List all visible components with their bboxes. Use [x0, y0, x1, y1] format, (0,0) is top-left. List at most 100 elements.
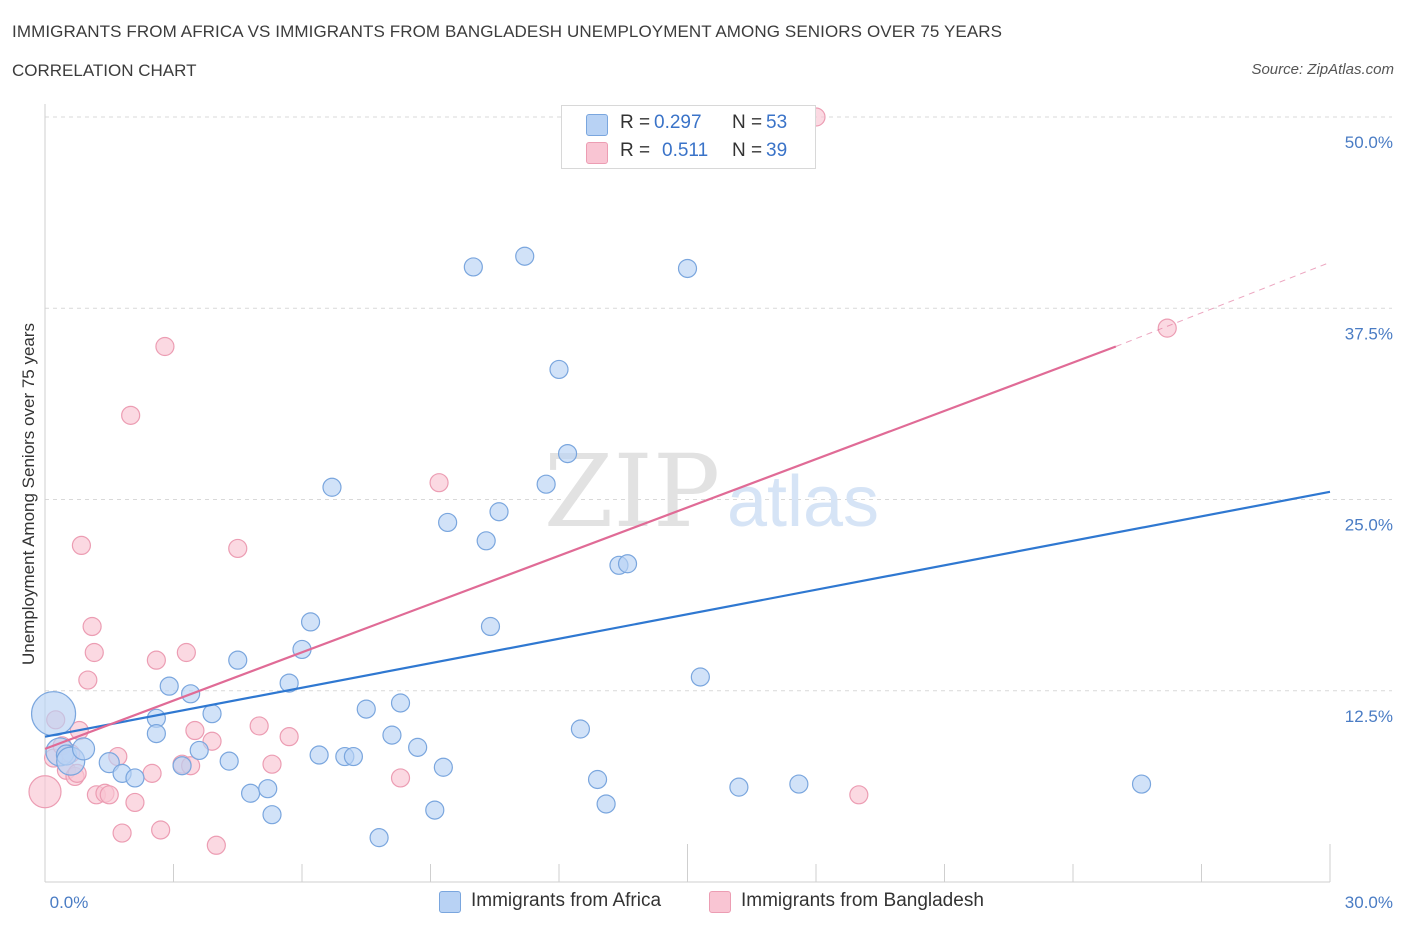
africa-point [549, 359, 569, 380]
africa-point [587, 769, 608, 790]
africa-point [489, 502, 509, 522]
africa-point [146, 723, 166, 744]
africa-point [789, 774, 809, 794]
tick-labels: 12.5% 25.0% 37.5% 50.0% 0.0% 30.0% [50, 133, 1393, 912]
legend-r-value: 0.511 [662, 140, 709, 161]
bangladesh-point [82, 616, 102, 637]
bangladesh-point [28, 775, 62, 809]
trend-lines [44, 261, 1331, 750]
africa-point [476, 531, 496, 551]
africa-point [322, 477, 342, 497]
y-tick-label: 12.5% [1345, 707, 1393, 726]
chart-title: IMMIGRANTS FROM AFRICA VS IMMIGRANTS FRO… [12, 22, 1003, 41]
legend-n-value: 39 [766, 140, 788, 161]
africa-point [425, 800, 445, 820]
legend-n-label: N = [732, 140, 763, 161]
africa-point [536, 474, 556, 494]
legend-n-value: 53 [766, 112, 788, 133]
africa-point [408, 737, 428, 757]
legend-label-bangladesh: Immigrants from Bangladesh [741, 890, 984, 911]
watermark-atlas: atlas [727, 462, 879, 542]
stats-legend: R = 0.297 N = 53 R = 0.511 N = 39 [561, 105, 816, 169]
africa-point [343, 746, 363, 767]
africa-point [30, 691, 77, 737]
bangladesh-point [71, 535, 92, 556]
africa-point [677, 258, 698, 279]
africa-point [1131, 774, 1152, 794]
bangladesh-point [125, 792, 145, 813]
africa-point [202, 704, 222, 724]
bangladesh-trend-extension [1115, 261, 1331, 347]
source-label: Source: ZipAtlas.com [1251, 61, 1394, 78]
data-points [28, 107, 1177, 855]
africa-point [390, 693, 411, 713]
bangladesh-point [279, 727, 299, 747]
africa-point [596, 794, 616, 814]
africa-point [219, 751, 239, 771]
africa-point [570, 719, 591, 739]
africa-point [557, 444, 578, 464]
africa-point [172, 756, 192, 776]
legend-r-label: R = [620, 140, 651, 161]
africa-point [690, 667, 710, 687]
bangladesh-point [78, 670, 98, 690]
africa-point [189, 740, 209, 761]
y-tick-label: 25.0% [1345, 516, 1393, 535]
legend-r-label: R = [620, 112, 651, 133]
legend-label-africa: Immigrants from Africa [471, 890, 662, 911]
africa-point [515, 246, 535, 266]
africa-point [279, 673, 299, 693]
bangladesh-point [1157, 318, 1177, 338]
y-tick-label: 37.5% [1345, 324, 1393, 343]
bangladesh-point [151, 820, 171, 840]
gridlines [45, 116, 1392, 692]
africa-point [228, 650, 248, 670]
bangladesh-point [121, 405, 141, 425]
africa-point [159, 676, 179, 696]
africa-point [382, 725, 402, 745]
bangladesh-point [155, 336, 175, 357]
africa-point [241, 783, 261, 803]
bangladesh-point [84, 642, 104, 663]
x-tick-label: 0.0% [50, 893, 89, 912]
africa-point [258, 779, 278, 799]
bangladesh-point [390, 768, 411, 788]
africa-point [617, 554, 638, 574]
bangladesh-legend-swatch [709, 891, 731, 913]
bangladesh-point [176, 642, 196, 663]
bangladesh-point [142, 763, 162, 783]
africa-legend-swatch [439, 891, 461, 913]
bangladesh-point [99, 785, 119, 805]
bangladesh-point [228, 538, 248, 559]
africa-point [98, 752, 120, 774]
bangladesh-point [112, 823, 132, 843]
africa-point [71, 737, 96, 761]
bangladesh-point [429, 473, 449, 493]
bangladesh-point [206, 835, 226, 855]
bangladesh-point [849, 785, 869, 805]
africa-point [262, 805, 282, 825]
africa-point [369, 828, 389, 848]
africa-point [433, 757, 453, 777]
africa-point [125, 768, 145, 788]
bangladesh-swatch [586, 142, 608, 164]
africa-point [300, 612, 321, 632]
bangladesh-point [249, 716, 269, 736]
watermark: ZIP atlas [544, 433, 879, 550]
africa-trend-line [44, 490, 1331, 738]
africa-point [729, 777, 749, 797]
y-tick-label: 50.0% [1345, 133, 1393, 152]
africa-point [356, 699, 376, 719]
africa-point [309, 745, 329, 765]
x-tick-label: 30.0% [1345, 893, 1393, 912]
legend-r-value: 0.297 [654, 112, 702, 133]
bangladesh-point [185, 720, 205, 741]
chart-subtitle: CORRELATION CHART [12, 61, 197, 80]
bangladesh-point [146, 650, 166, 670]
bangladesh-point [262, 754, 282, 774]
africa-point [480, 616, 501, 637]
africa-point [463, 257, 483, 277]
africa-swatch [586, 114, 608, 136]
bangladesh-trend-line [44, 345, 1117, 750]
